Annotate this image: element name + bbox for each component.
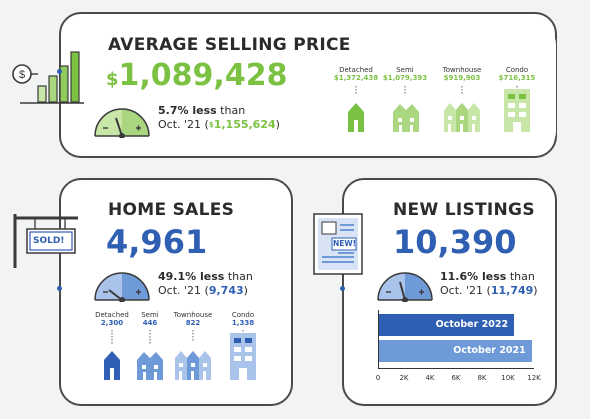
x-tick: 10K bbox=[501, 374, 515, 382]
bar-october-2021: October 2021 bbox=[379, 340, 532, 362]
gauge-green-icon bbox=[94, 108, 150, 138]
house-label: Semi bbox=[396, 66, 414, 74]
sold-sign-text: SOLD! bbox=[33, 236, 65, 246]
house-label: Detached bbox=[95, 311, 129, 319]
sales-house-semi: Semi 446 bbox=[124, 311, 176, 327]
x-tick: 4K bbox=[425, 374, 435, 382]
avg-value: $1,089,428 bbox=[106, 57, 287, 95]
connector-dot bbox=[57, 286, 62, 291]
sold-sign-icon bbox=[13, 214, 78, 268]
sales-prev-prefix: Oct. '21 ( bbox=[158, 284, 209, 297]
house-label: Condo bbox=[231, 311, 255, 319]
avg-change-pct: 5.7% less bbox=[158, 104, 217, 117]
connector-dot bbox=[340, 286, 345, 291]
house-value: $919,903 bbox=[443, 74, 481, 82]
new-badge-text: NEW! bbox=[333, 239, 357, 248]
avg-value-number: 1,089,428 bbox=[118, 58, 288, 93]
x-tick: 2K bbox=[399, 374, 409, 382]
avg-prev-value: 1,155,624 bbox=[213, 118, 276, 131]
chart-y-axis bbox=[378, 310, 379, 368]
house-value: $1,372,438 bbox=[333, 74, 379, 82]
house-value: $1,079,393 bbox=[382, 74, 428, 82]
x-tick: 6K bbox=[451, 374, 461, 382]
house-label: Townhouse bbox=[442, 66, 482, 74]
avg-change-note: 5.7% less than Oct. '21 ($1,155,624) bbox=[158, 104, 328, 132]
house-value: 446 bbox=[142, 319, 158, 327]
sales-house-townhouse: Townhouse 822 bbox=[167, 311, 219, 327]
svg-text:$: $ bbox=[19, 69, 25, 81]
house-value: 2,300 bbox=[100, 319, 124, 327]
listings-value: 10,390 bbox=[393, 223, 517, 261]
listings-than: than bbox=[509, 270, 535, 283]
listings-change-note: 11.6% less than Oct. '21 (11,749) bbox=[440, 270, 552, 298]
sales-house-detached: Detached 2,300 bbox=[86, 311, 138, 327]
new-listing-document-icon bbox=[313, 213, 363, 275]
x-tick: 12K bbox=[527, 374, 541, 382]
sales-prev-suffix: ) bbox=[243, 284, 248, 297]
avg-house-semi: Semi $1,079,393 bbox=[379, 66, 431, 82]
sales-value: 4,961 bbox=[106, 223, 208, 261]
x-tick: 0 bbox=[375, 374, 381, 382]
sales-title: HOME SALES bbox=[108, 200, 235, 220]
house-value: $716,315 bbox=[498, 74, 536, 82]
blue-houses-illustration bbox=[104, 330, 256, 380]
house-value: 822 bbox=[185, 319, 201, 327]
gauge-blue-icon bbox=[377, 272, 433, 302]
bar-october-2022: October 2022 bbox=[379, 314, 515, 336]
sales-change-note: 49.1% less than Oct. '21 (9,743) bbox=[158, 270, 288, 298]
avg-title: AVERAGE SELLING PRICE bbox=[108, 35, 351, 55]
listings-bar-chart: October 2022 October 2021 0 2K 4K 6K 8K … bbox=[375, 310, 541, 390]
gauge-blue-icon bbox=[94, 272, 150, 302]
listings-title: NEW LISTINGS bbox=[393, 200, 535, 220]
green-houses-illustration bbox=[348, 86, 530, 132]
avg-house-townhouse: Townhouse $919,903 bbox=[436, 66, 488, 82]
avg-than: than bbox=[220, 104, 246, 117]
chart-x-axis bbox=[378, 368, 534, 369]
sales-than: than bbox=[227, 270, 253, 283]
avg-prev-dollar: $ bbox=[208, 121, 214, 129]
connector-dot bbox=[57, 69, 62, 74]
avg-house-condo: Condo $716,315 bbox=[491, 66, 543, 82]
listings-prev-suffix: ) bbox=[533, 284, 538, 297]
listings-change-pct: 11.6% less bbox=[440, 270, 507, 283]
sales-change-pct: 49.1% less bbox=[158, 270, 225, 283]
house-label: Semi bbox=[141, 311, 159, 319]
avg-prev-suffix: ) bbox=[275, 118, 280, 131]
house-label: Townhouse bbox=[173, 311, 213, 319]
x-tick: 8K bbox=[477, 374, 487, 382]
avg-house-detached: Detached $1,372,438 bbox=[330, 66, 382, 82]
avg-prev-prefix: Oct. '21 ( bbox=[158, 118, 209, 131]
listings-prev-value: 11,749 bbox=[490, 284, 534, 297]
house-label: Condo bbox=[505, 66, 529, 74]
sales-prev-value: 9,743 bbox=[208, 284, 244, 297]
house-label: Detached bbox=[339, 66, 373, 74]
sales-house-condo: Condo 1,338 bbox=[217, 311, 269, 327]
listings-prev-prefix: Oct. '21 ( bbox=[440, 284, 491, 297]
avg-dollar-sign: $ bbox=[106, 69, 119, 90]
house-value: 1,338 bbox=[231, 319, 255, 327]
bar-chart-dollar-icon: $ bbox=[12, 51, 84, 104]
